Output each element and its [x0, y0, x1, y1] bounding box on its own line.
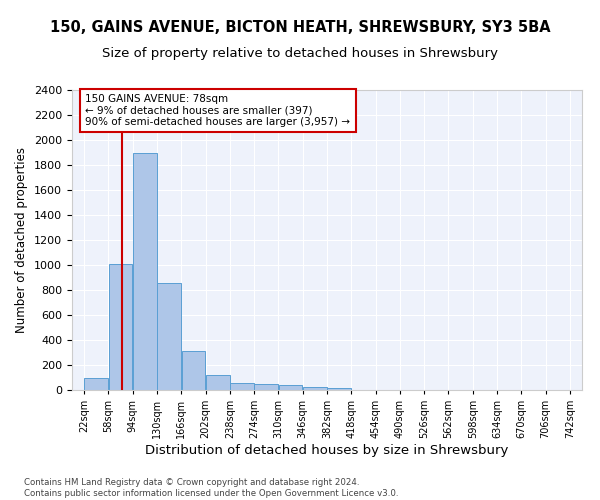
X-axis label: Distribution of detached houses by size in Shrewsbury: Distribution of detached houses by size …	[145, 444, 509, 457]
Text: 150 GAINS AVENUE: 78sqm
← 9% of detached houses are smaller (397)
90% of semi-de: 150 GAINS AVENUE: 78sqm ← 9% of detached…	[85, 94, 350, 127]
Bar	[133, 154, 157, 390]
Bar	[85, 378, 108, 390]
Bar	[230, 382, 254, 390]
Bar	[206, 375, 230, 390]
Bar	[279, 385, 302, 390]
Text: Size of property relative to detached houses in Shrewsbury: Size of property relative to detached ho…	[102, 48, 498, 60]
Bar	[157, 282, 181, 390]
Bar	[328, 388, 351, 390]
Bar	[182, 350, 205, 390]
Bar	[303, 386, 326, 390]
Bar	[254, 384, 278, 390]
Text: 150, GAINS AVENUE, BICTON HEATH, SHREWSBURY, SY3 5BA: 150, GAINS AVENUE, BICTON HEATH, SHREWSB…	[50, 20, 550, 35]
Text: Contains HM Land Registry data © Crown copyright and database right 2024.
Contai: Contains HM Land Registry data © Crown c…	[24, 478, 398, 498]
Y-axis label: Number of detached properties: Number of detached properties	[16, 147, 28, 333]
Bar	[109, 264, 133, 390]
